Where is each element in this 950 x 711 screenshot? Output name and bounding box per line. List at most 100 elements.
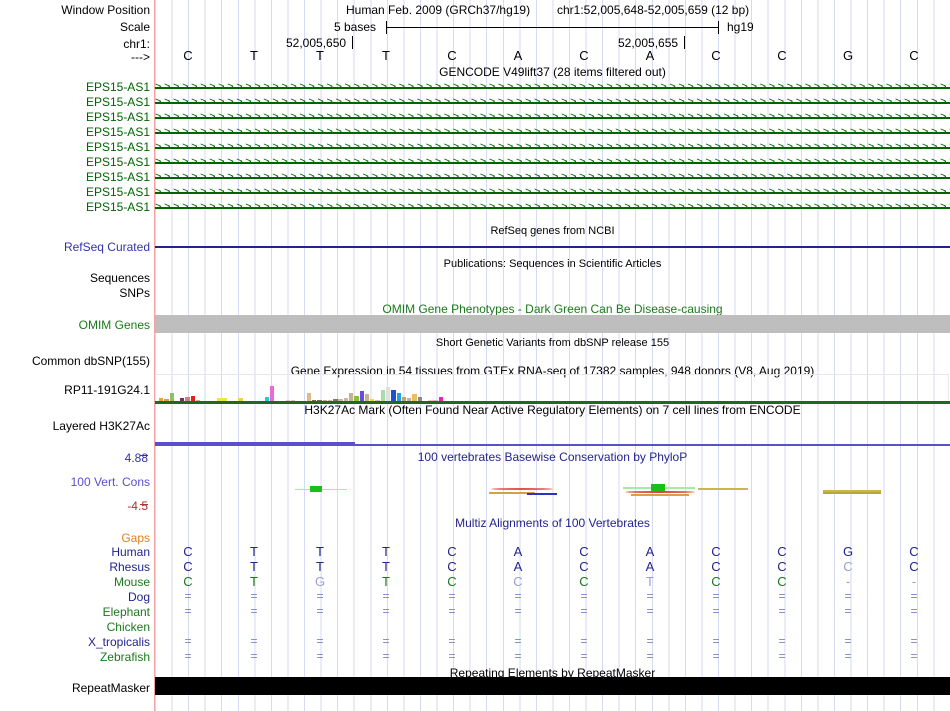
gencode-gene-label[interactable]: EPS15-AS1 <box>85 200 150 214</box>
multiz-base: C <box>183 544 193 559</box>
refseq-curated-label[interactable]: RefSeq Curated <box>63 240 150 254</box>
multiz-alignment-mark: = <box>844 649 852 663</box>
gencode-transcript-row[interactable]: >>>>>>>>>>>>>>>>>>>>>>>>>>>>>>>>>>>>>>>>… <box>155 157 950 168</box>
strand-arrow-icon: >>>>>>>>>>>>>>>>>>>>>>>>>>>>>>>>>>>>>>>>… <box>155 187 950 198</box>
gtex-tissue-bar[interactable] <box>354 396 359 402</box>
gencode-gene-label[interactable]: EPS15-AS1 <box>85 95 150 109</box>
multiz-species-label[interactable]: Dog <box>127 590 150 604</box>
cons-feature-bar <box>823 492 881 494</box>
gtex-tissue-bar[interactable] <box>364 394 370 402</box>
multiz-species-label[interactable]: Chicken <box>106 620 150 634</box>
multiz-species-label[interactable]: Human <box>111 545 150 559</box>
gtex-tissue-bar[interactable] <box>396 393 401 402</box>
gtex-tissue-bar[interactable] <box>385 387 391 402</box>
gtex-tissue-bar[interactable] <box>407 398 412 402</box>
refseq-curated-feature[interactable] <box>155 246 950 248</box>
gtex-tissue-bar[interactable] <box>338 399 343 402</box>
gtex-tissue-bar[interactable] <box>349 393 354 402</box>
h3k27ac-signal-peak[interactable] <box>155 442 355 446</box>
dbsnp-track-title[interactable]: Short Genetic Variants from dbSNP releas… <box>435 337 670 349</box>
gtex-tissue-bar[interactable] <box>380 390 386 402</box>
gencode-transcript-row[interactable]: >>>>>>>>>>>>>>>>>>>>>>>>>>>>>>>>>>>>>>>>… <box>155 172 950 183</box>
gtex-tissue-bar[interactable] <box>185 397 190 402</box>
repeatmasker-feature[interactable] <box>155 677 950 695</box>
gencode-gene-label[interactable]: EPS15-AS1 <box>85 185 150 199</box>
omim-genes-feature[interactable] <box>155 315 950 333</box>
assembly-short: hg19 <box>727 20 754 34</box>
gencode-transcript-row[interactable]: >>>>>>>>>>>>>>>>>>>>>>>>>>>>>>>>>>>>>>>>… <box>155 97 950 108</box>
multiz-species-label[interactable]: X_tropicalis <box>87 635 150 649</box>
gencode-gene-label[interactable]: EPS15-AS1 <box>85 125 150 139</box>
gtex-tissue-bar[interactable] <box>306 393 312 402</box>
conservation-features[interactable] <box>155 455 950 510</box>
scale-tick-right <box>718 21 719 34</box>
common-dbsnp-label[interactable]: Common dbSNP(155) <box>31 354 150 368</box>
omim-genes-label[interactable]: OMIM Genes <box>78 318 150 332</box>
gtex-tissue-bar[interactable] <box>164 399 169 402</box>
gencode-gene-label[interactable]: EPS15-AS1 <box>85 80 150 94</box>
sequences-label[interactable]: Sequences <box>89 271 150 285</box>
phylop-track-title[interactable]: 100 vertebrates Basewise Conservation by… <box>417 450 688 464</box>
multiz-species-label[interactable]: Mouse <box>113 575 150 589</box>
gtex-gene-label[interactable]: RP11-191G24.1 <box>64 383 150 397</box>
gtex-tissue-bar[interactable] <box>264 397 269 402</box>
gtex-tissue-bar[interactable] <box>438 397 444 402</box>
gtex-tissue-bar[interactable] <box>412 394 417 402</box>
gtex-tissue-bar[interactable] <box>343 398 349 402</box>
gencode-gene-label[interactable]: EPS15-AS1 <box>85 140 150 154</box>
strand-arrow-icon: >>>>>>>>>>>>>>>>>>>>>>>>>>>>>>>>>>>>>>>>… <box>155 202 950 213</box>
gtex-tissue-bar[interactable] <box>180 398 185 402</box>
gencode-transcript-row[interactable]: >>>>>>>>>>>>>>>>>>>>>>>>>>>>>>>>>>>>>>>>… <box>155 127 950 138</box>
gencode-track-title[interactable]: GENCODE V49lift37 (28 items filtered out… <box>439 65 666 79</box>
snps-label[interactable]: SNPs <box>119 286 150 300</box>
gtex-tissue-bar[interactable] <box>169 393 174 402</box>
gencode-transcript-row[interactable]: >>>>>>>>>>>>>>>>>>>>>>>>>>>>>>>>>>>>>>>>… <box>155 187 950 198</box>
multiz-base: T <box>382 559 390 574</box>
gtex-tissue-bar[interactable] <box>417 397 422 402</box>
gtex-tissue-bar[interactable] <box>238 398 243 402</box>
cons-feature-bar <box>491 488 553 490</box>
multiz-base: A <box>513 559 523 574</box>
multiz-species-label[interactable]: Zebrafish <box>99 650 150 664</box>
gencode-gene-label[interactable]: EPS15-AS1 <box>85 155 150 169</box>
gencode-gene-label[interactable]: EPS15-AS1 <box>85 170 150 184</box>
multiz-base: T <box>316 544 324 559</box>
gencode-transcript-row[interactable]: >>>>>>>>>>>>>>>>>>>>>>>>>>>>>>>>>>>>>>>>… <box>155 112 950 123</box>
publications-track-title[interactable]: Publications: Sequences in Scientific Ar… <box>443 258 662 270</box>
gencode-transcript-row[interactable]: >>>>>>>>>>>>>>>>>>>>>>>>>>>>>>>>>>>>>>>>… <box>155 82 950 93</box>
layered-h3k27ac-label[interactable]: Layered H3K27Ac <box>52 419 150 433</box>
repeatmasker-track-title[interactable]: Repeating Elements by RepeatMasker <box>449 666 656 680</box>
phylop-label[interactable]: 100 Vert. Cons <box>70 475 150 489</box>
gencode-transcript-row[interactable]: >>>>>>>>>>>>>>>>>>>>>>>>>>>>>>>>>>>>>>>>… <box>155 142 950 153</box>
multiz-species-label[interactable]: Elephant <box>102 605 150 619</box>
multiz-alignment-mark: = <box>712 589 720 603</box>
gtex-tissue-bar[interactable] <box>401 397 407 402</box>
omim-track-title[interactable]: OMIM Gene Phenotypes - Dark Green Can Be… <box>382 302 723 316</box>
gtex-tissue-bar[interactable] <box>159 398 164 402</box>
sequence-base: C <box>711 48 721 63</box>
multiz-species-label[interactable]: Rhesus <box>109 560 150 574</box>
gtex-tissue-bar[interactable] <box>217 398 222 402</box>
gtex-tissue-bar[interactable] <box>190 396 196 402</box>
gtex-tissue-bar[interactable] <box>333 399 338 402</box>
gtex-tissue-bar[interactable] <box>222 398 227 402</box>
multiz-alignment-mark: = <box>448 589 456 603</box>
gtex-tissue-bar[interactable] <box>370 399 375 402</box>
gencode-gene-label[interactable]: EPS15-AS1 <box>85 110 150 124</box>
multiz-alignment-mark: = <box>778 634 786 648</box>
gtex-bar-chart[interactable] <box>155 378 950 402</box>
multiz-base: T <box>250 544 258 559</box>
gaps-label[interactable]: Gaps <box>121 531 150 545</box>
repeatmasker-label[interactable]: RepeatMasker <box>71 681 150 695</box>
gtex-tissue-bar[interactable] <box>269 386 275 402</box>
gtex-tissue-bar[interactable] <box>359 391 364 402</box>
h3k27ac-track-title[interactable]: H3K27Ac Mark (Often Found Near Active Re… <box>304 403 801 417</box>
h3k27ac-signal-line[interactable] <box>155 444 950 446</box>
strand-arrow-icon: >>>>>>>>>>>>>>>>>>>>>>>>>>>>>>>>>>>>>>>>… <box>155 157 950 168</box>
refseq-track-title[interactable]: RefSeq genes from NCBI <box>490 225 615 237</box>
multiz-alignment-mark: = <box>580 604 588 618</box>
multiz-track-title[interactable]: Multiz Alignments of 100 Vertebrates <box>455 516 650 530</box>
gencode-transcript-row[interactable]: >>>>>>>>>>>>>>>>>>>>>>>>>>>>>>>>>>>>>>>>… <box>155 202 950 213</box>
gtex-tissue-bar[interactable] <box>391 390 396 402</box>
